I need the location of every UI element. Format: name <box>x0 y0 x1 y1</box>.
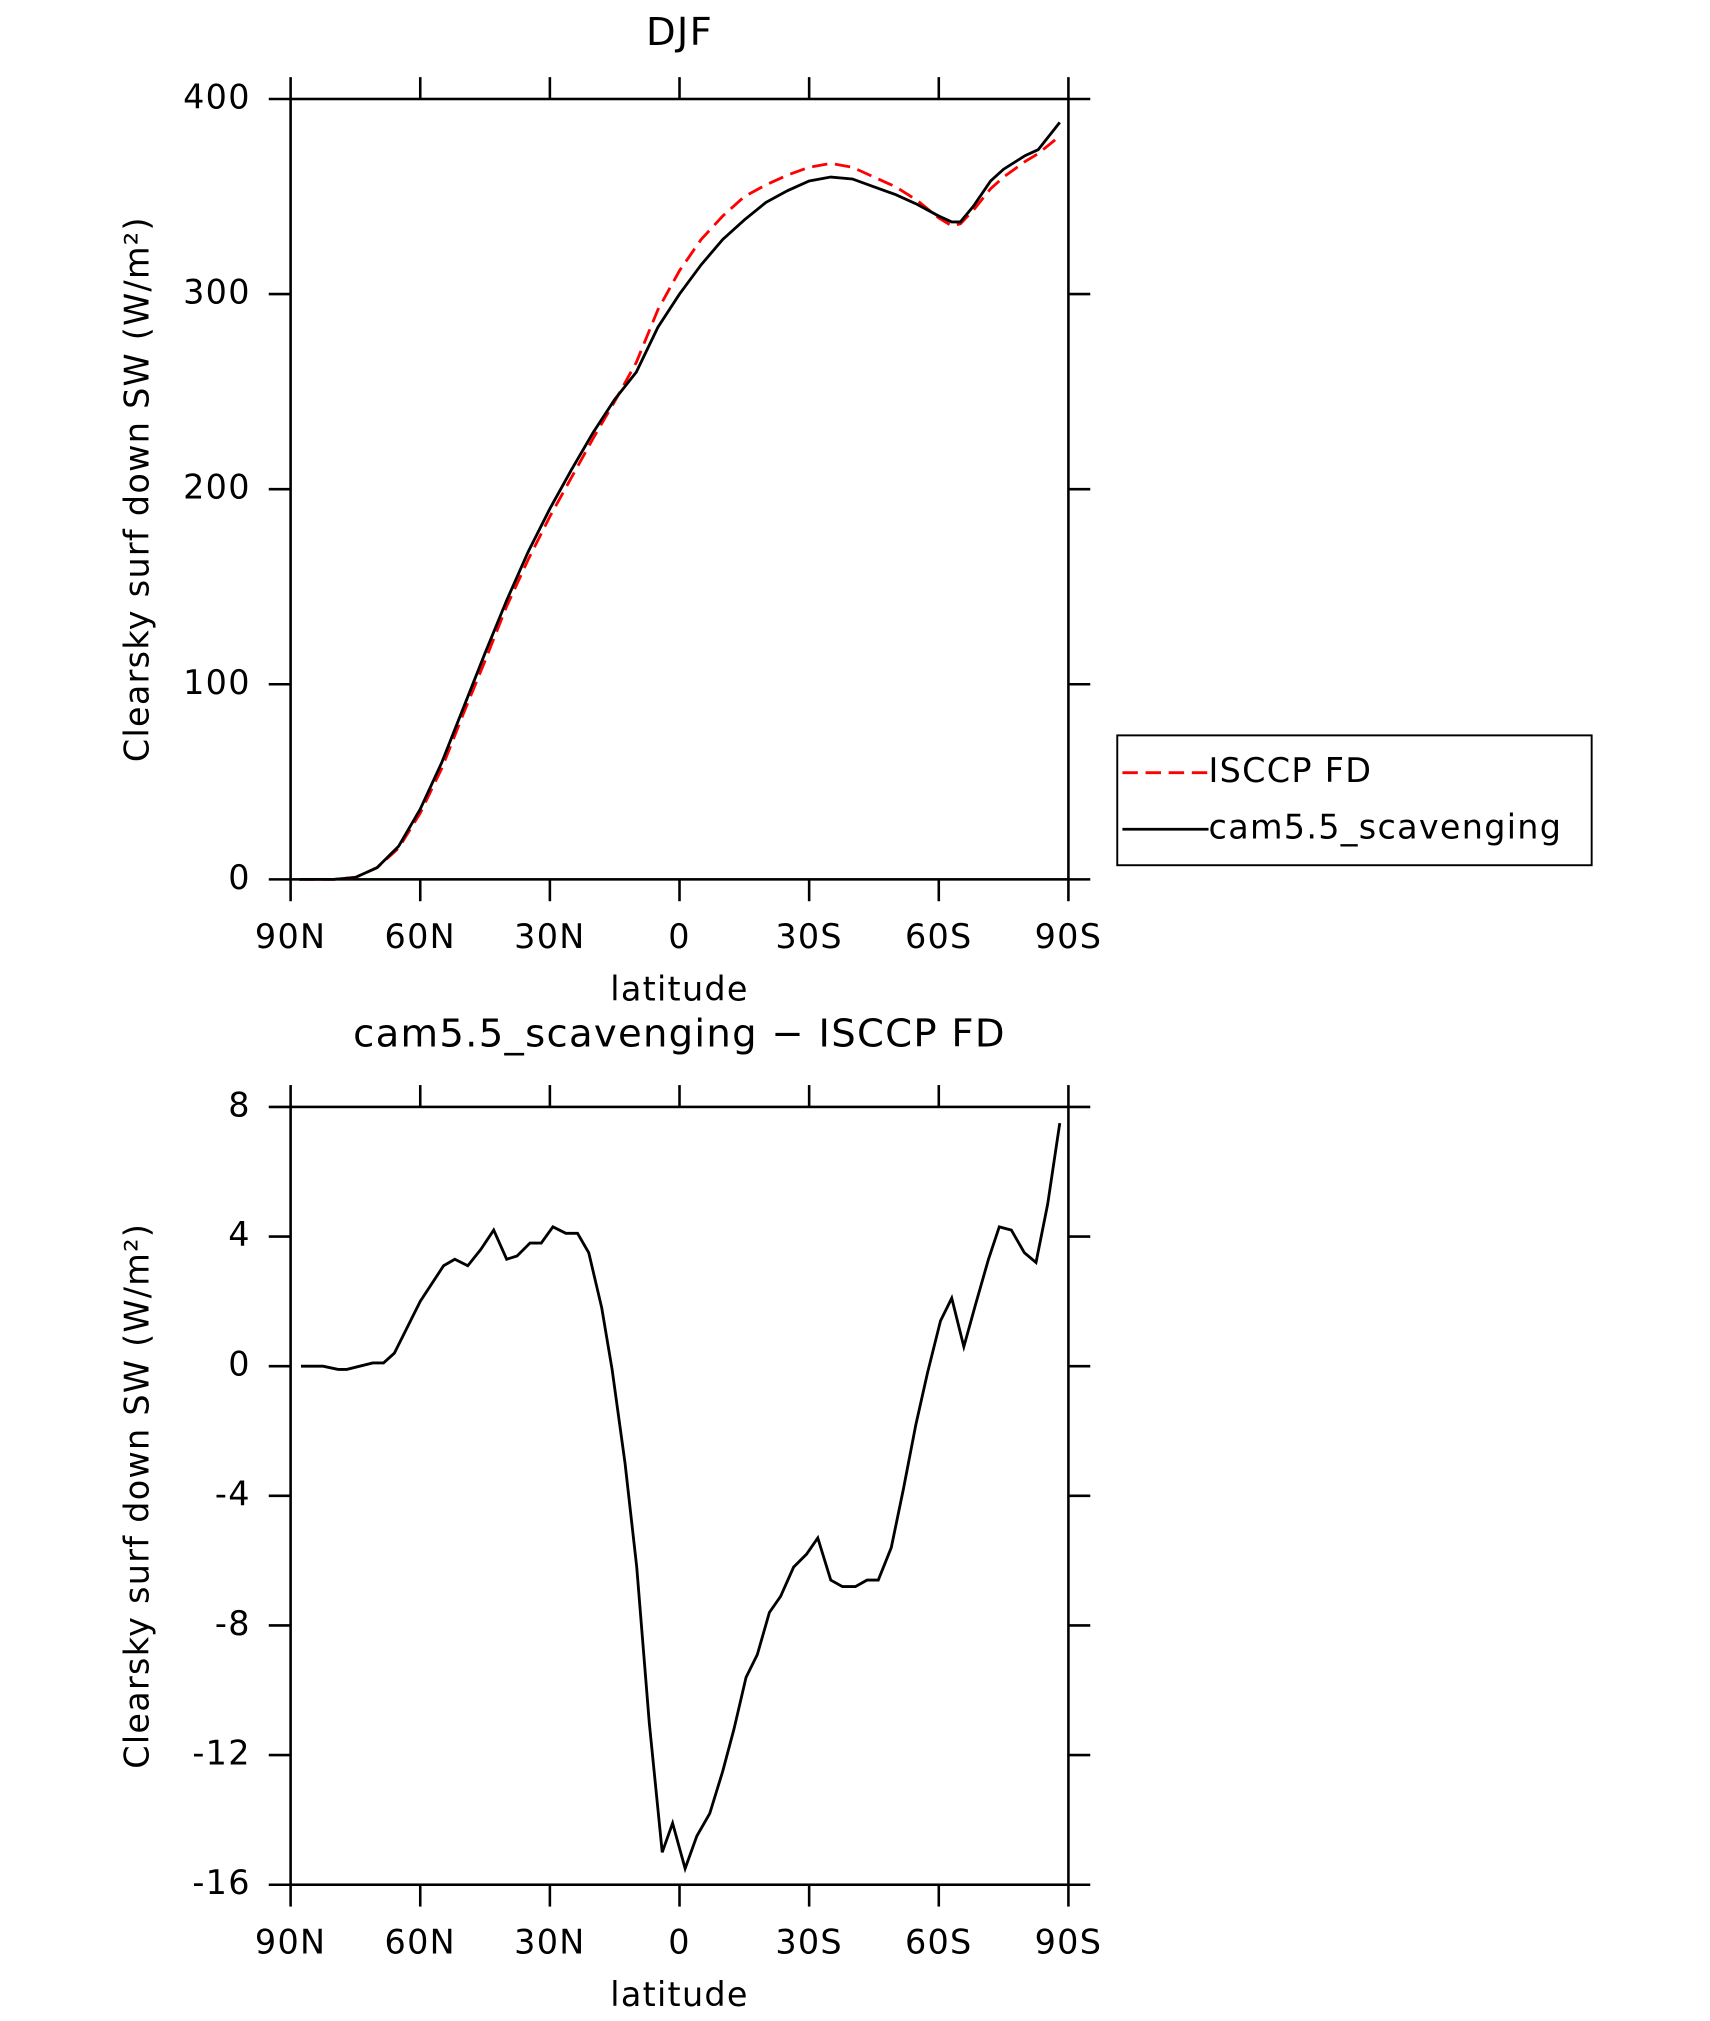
x-tick-label: 30N <box>514 917 585 956</box>
x-tick-label: 60N <box>385 1922 456 1961</box>
x-tick-label: 30N <box>514 1922 585 1961</box>
x-tick-label: 0 <box>668 1922 691 1961</box>
x-tick-label: 30S <box>775 1922 843 1961</box>
y-tick-label: 100 <box>183 663 251 702</box>
chart-title: DJF <box>646 10 713 55</box>
y-tick-label: -4 <box>215 1474 251 1513</box>
y-tick-label: -12 <box>192 1734 250 1773</box>
x-tick-label: 90S <box>1035 1922 1103 1961</box>
y-tick-label: 0 <box>228 858 251 897</box>
x-tick-label: 90N <box>255 917 326 956</box>
y-tick-label: -16 <box>192 1863 250 1902</box>
y-tick-label: 4 <box>228 1215 251 1254</box>
x-tick-label: 90N <box>255 1922 326 1961</box>
legend-label: cam5.5_scavenging <box>1209 808 1563 847</box>
y-tick-label: 300 <box>183 273 251 312</box>
y-tick-label: 0 <box>228 1345 251 1384</box>
x-tick-label: 60S <box>905 917 973 956</box>
y-axis-label: Clearsky surf down SW (W/m²) <box>117 1223 156 1769</box>
x-tick-label: 90S <box>1035 917 1103 956</box>
x-tick-label: 60N <box>385 917 456 956</box>
x-axis-label: latitude <box>610 970 748 1009</box>
y-axis-label: Clearsky surf down SW (W/m²) <box>117 216 156 762</box>
x-tick-label: 0 <box>668 917 691 956</box>
y-tick-label: 200 <box>183 468 251 507</box>
legend-box <box>1116 734 1593 867</box>
plot-frame <box>289 1105 1070 1887</box>
y-tick-label: 8 <box>228 1085 251 1124</box>
chart-title: cam5.5_scavenging − ISCCP FD <box>353 1012 1006 1057</box>
plot-frame <box>289 97 1070 881</box>
y-tick-label: 400 <box>183 77 251 116</box>
y-tick-label: -8 <box>215 1604 251 1643</box>
legend-label: ISCCP FD <box>1209 751 1373 790</box>
data-line <box>300 1122 1062 1874</box>
data-line <box>299 134 1061 881</box>
x-tick-label: 60S <box>905 1922 973 1961</box>
data-line <box>299 121 1061 881</box>
x-tick-label: 30S <box>775 917 843 956</box>
x-axis-label: latitude <box>610 1975 748 2014</box>
